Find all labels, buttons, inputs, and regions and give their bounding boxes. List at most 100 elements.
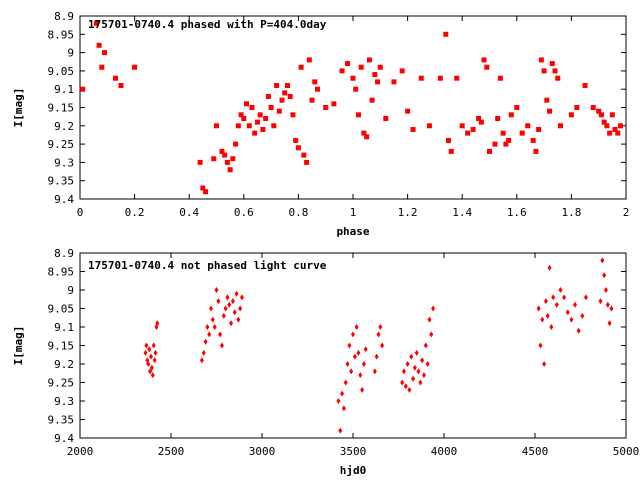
data-point bbox=[557, 123, 563, 129]
data-point bbox=[352, 353, 357, 360]
data-point bbox=[481, 57, 487, 63]
data-point bbox=[607, 320, 612, 327]
data-point bbox=[421, 372, 426, 379]
data-point bbox=[541, 68, 547, 74]
data-point bbox=[238, 112, 244, 118]
data-point bbox=[495, 115, 501, 121]
x-axis-label: hjd0 bbox=[340, 464, 367, 477]
data-point bbox=[536, 126, 542, 132]
data-point bbox=[268, 105, 274, 110]
data-point bbox=[604, 123, 610, 129]
data-point bbox=[271, 123, 277, 129]
x-tick-label: 1 bbox=[350, 206, 357, 219]
x-tick-label: 1.8 bbox=[561, 206, 581, 219]
data-point bbox=[508, 112, 514, 118]
data-point bbox=[525, 123, 531, 129]
data-point bbox=[448, 148, 454, 154]
data-point bbox=[547, 108, 553, 114]
data-point bbox=[361, 130, 367, 136]
data-point bbox=[349, 368, 354, 375]
data-point bbox=[375, 79, 381, 85]
data-point bbox=[143, 349, 148, 356]
x-tick-label: 4500 bbox=[522, 445, 549, 458]
data-point bbox=[227, 301, 232, 308]
data-point bbox=[236, 316, 241, 323]
x-tick-label: 5000 bbox=[613, 445, 640, 458]
data-point bbox=[287, 94, 293, 100]
top-panel-phased: 8.9 8.95 9 9.05 9.1 9.15 9.2 9.25 9.3 9.35 9.40 0.2… bbox=[12, 10, 629, 238]
data-point bbox=[224, 159, 230, 165]
data-point bbox=[405, 108, 411, 114]
data-point bbox=[492, 141, 498, 147]
data-point bbox=[150, 372, 155, 379]
data-point bbox=[554, 301, 559, 308]
data-point bbox=[279, 97, 285, 103]
y-tick-label: 9.4 bbox=[54, 432, 74, 445]
data-point bbox=[596, 108, 602, 114]
data-point bbox=[230, 298, 235, 305]
data-point bbox=[229, 320, 234, 327]
data-point bbox=[380, 342, 385, 349]
x-tick-label: 0.4 bbox=[179, 206, 199, 219]
data-point bbox=[600, 257, 605, 264]
data-point bbox=[372, 368, 377, 375]
data-point bbox=[378, 324, 383, 330]
data-point bbox=[80, 86, 86, 92]
data-point bbox=[538, 57, 544, 63]
data-point bbox=[549, 324, 554, 330]
data-point bbox=[547, 264, 552, 271]
data-point bbox=[446, 137, 452, 143]
chart-title: 175701-0740.4 phased with P=404.0day bbox=[88, 18, 327, 31]
data-point bbox=[323, 105, 329, 110]
data-point bbox=[609, 305, 614, 312]
data-point bbox=[263, 115, 269, 121]
data-point bbox=[544, 97, 550, 103]
data-point bbox=[118, 83, 124, 89]
data-point bbox=[218, 331, 223, 338]
data-point bbox=[364, 134, 370, 140]
data-point bbox=[425, 361, 430, 367]
data-point bbox=[403, 383, 408, 390]
data-point bbox=[598, 298, 603, 305]
data-point bbox=[400, 379, 405, 386]
y-tick-label: 9.05 bbox=[48, 303, 75, 316]
y-tick-label: 9.3 bbox=[54, 395, 74, 408]
data-point bbox=[603, 287, 608, 293]
data-point bbox=[257, 112, 263, 118]
x-tick-label: 1.6 bbox=[507, 206, 527, 219]
data-point bbox=[221, 312, 226, 319]
data-point bbox=[601, 119, 607, 125]
data-point bbox=[602, 272, 607, 279]
data-point bbox=[552, 68, 558, 74]
data-point bbox=[343, 379, 348, 386]
x-tick-label: 3000 bbox=[249, 445, 276, 458]
x-tick-label: 2000 bbox=[67, 445, 94, 458]
data-point bbox=[233, 141, 239, 147]
data-point bbox=[201, 349, 206, 356]
data-point bbox=[476, 115, 482, 121]
data-point bbox=[151, 342, 156, 349]
data-point bbox=[416, 368, 421, 375]
data-point bbox=[411, 375, 416, 382]
y-tick-label: 9.05 bbox=[48, 65, 75, 78]
x-tick-label: 3500 bbox=[340, 445, 367, 458]
data-point bbox=[148, 353, 153, 360]
y-tick-label: 9.15 bbox=[48, 340, 75, 353]
data-point bbox=[276, 108, 282, 114]
data-point bbox=[219, 148, 225, 154]
data-point bbox=[239, 294, 244, 301]
x-tick-label: 0.6 bbox=[234, 206, 254, 219]
data-point bbox=[618, 123, 624, 129]
data-point bbox=[580, 312, 585, 319]
data-point bbox=[500, 130, 506, 136]
data-point bbox=[569, 316, 574, 323]
data-point bbox=[420, 357, 425, 364]
data-point bbox=[93, 20, 99, 26]
data-point bbox=[487, 148, 492, 154]
data-point bbox=[361, 361, 366, 367]
data-point bbox=[205, 324, 210, 330]
data-point bbox=[514, 105, 520, 110]
data-point bbox=[315, 86, 321, 92]
data-point bbox=[147, 346, 152, 353]
data-point bbox=[405, 361, 410, 367]
